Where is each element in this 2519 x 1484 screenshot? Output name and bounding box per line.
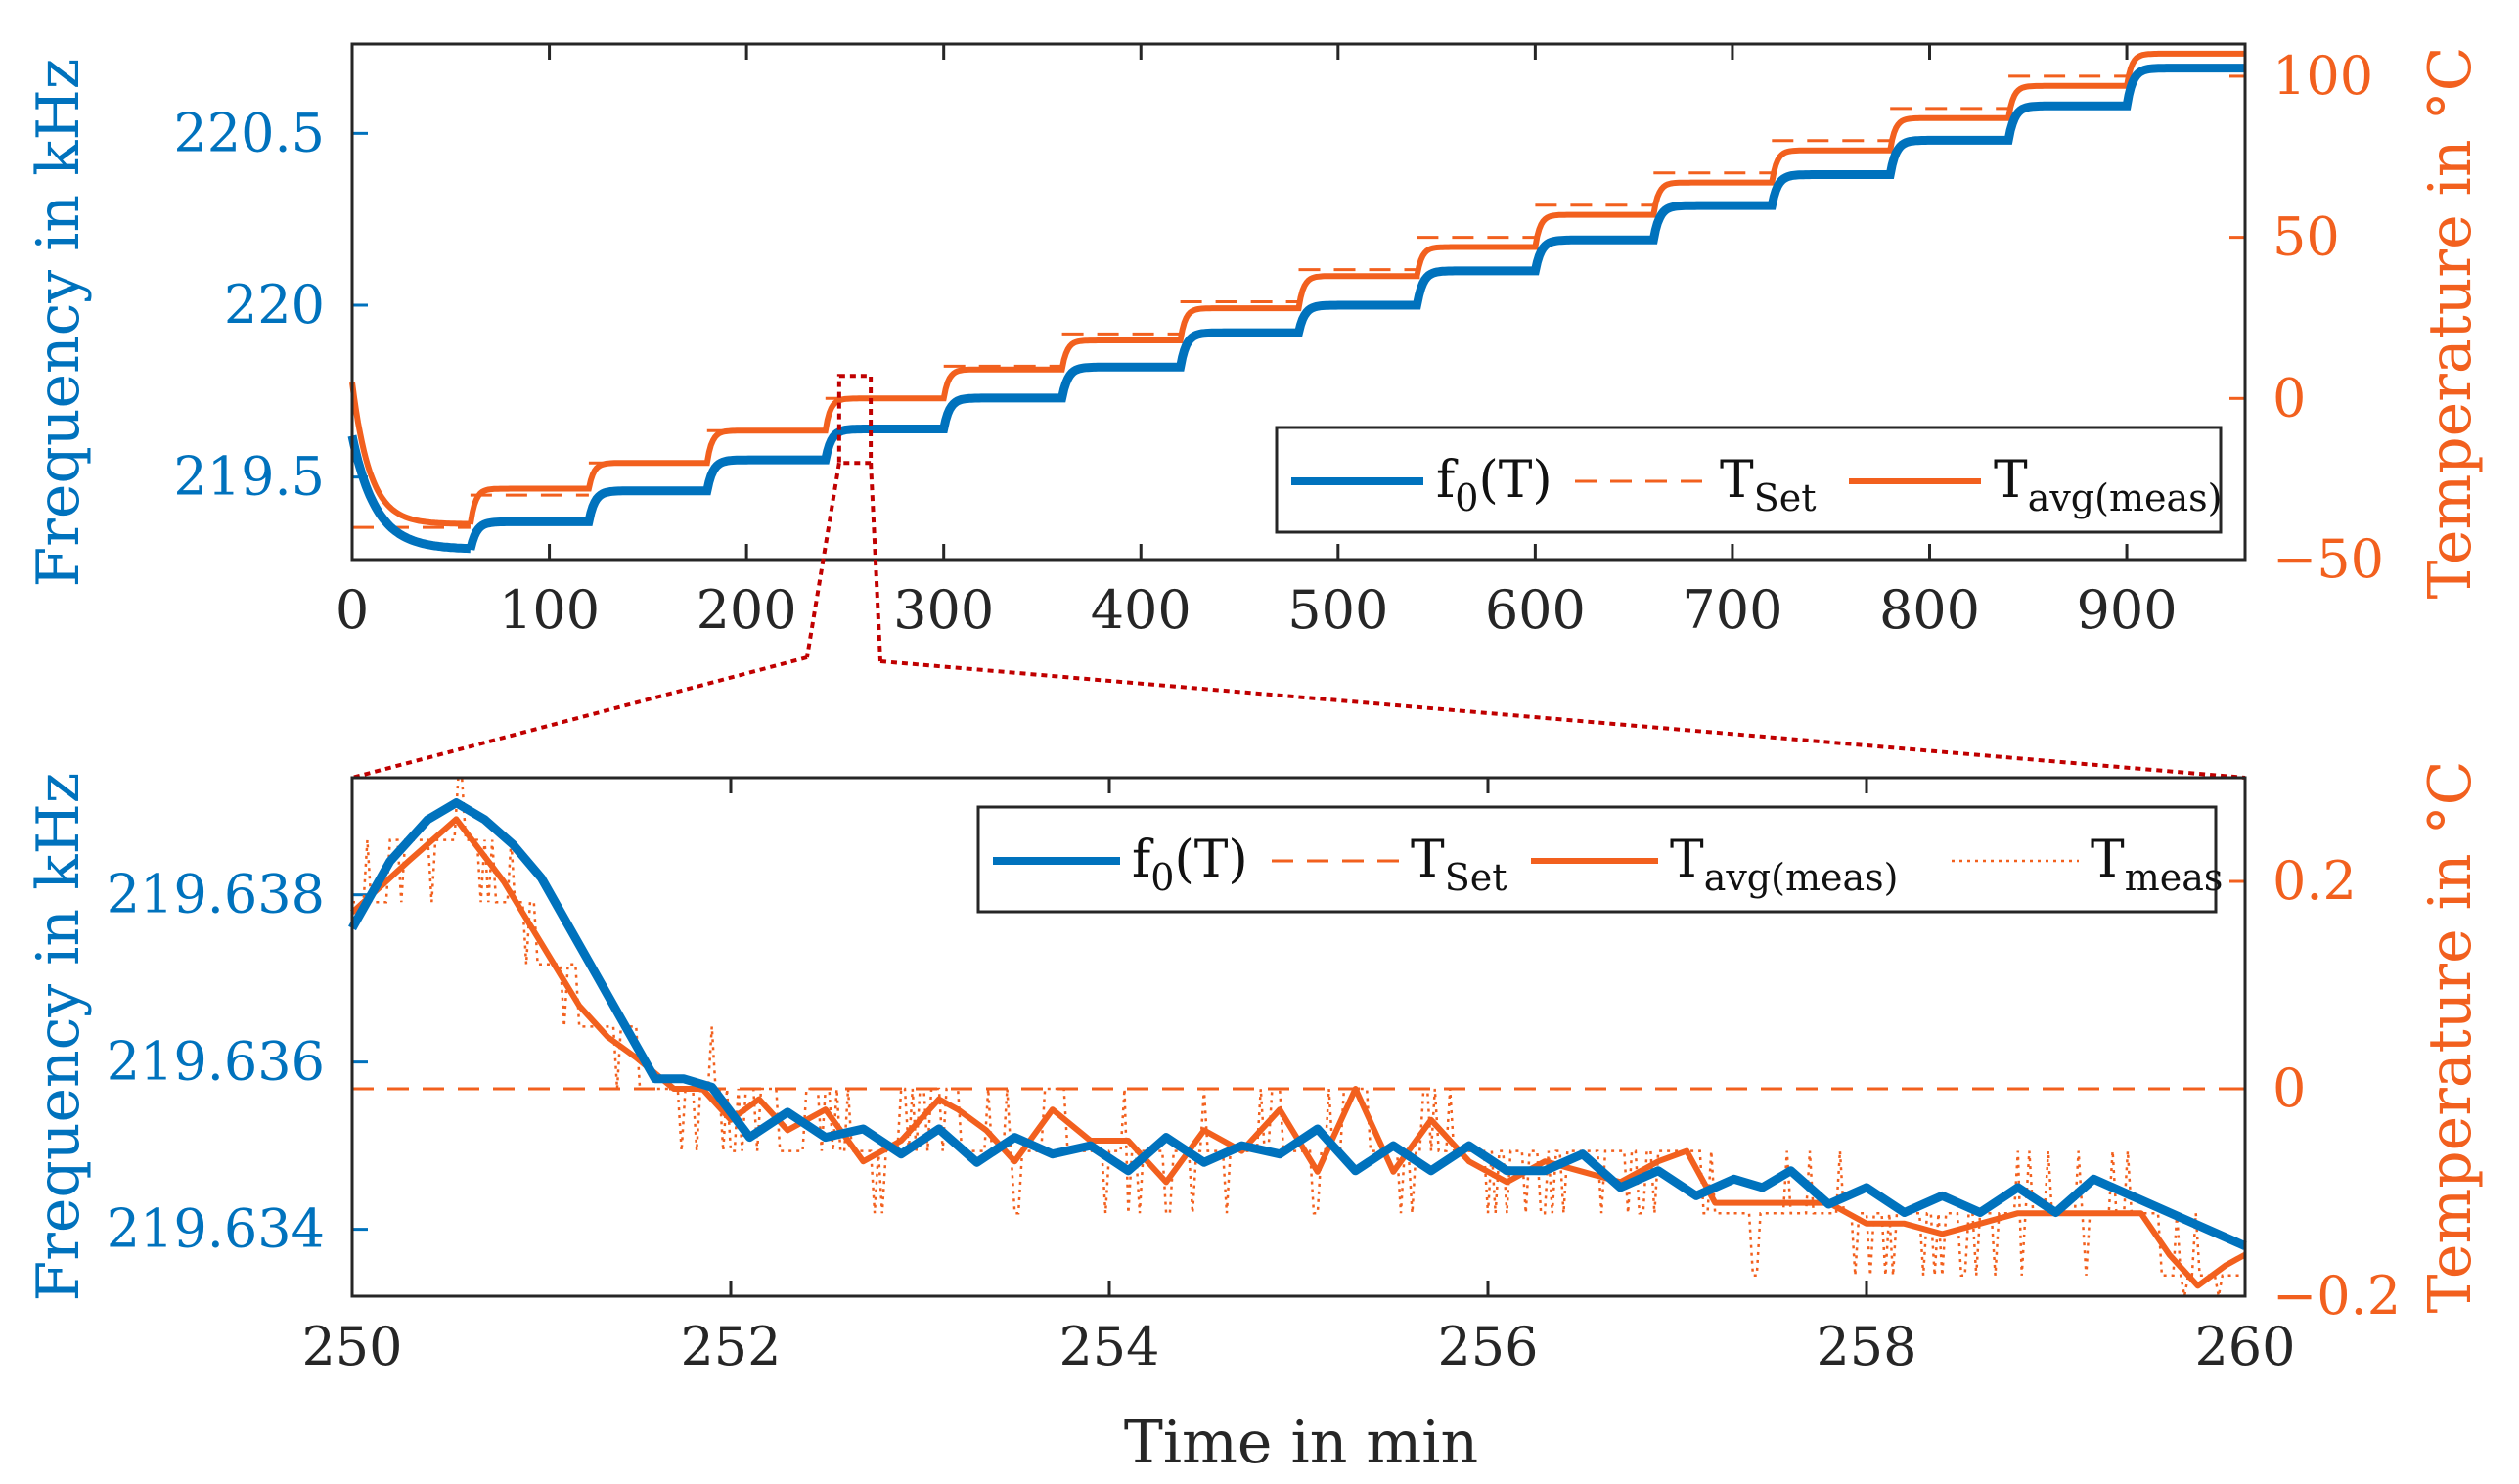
bot-ytick-label: 219.638 (107, 864, 325, 925)
series-tavg-top (349, 50, 2245, 527)
series-tavg-bottom (349, 816, 2247, 1289)
series-tmeas-bottom (352, 776, 2245, 1297)
top-xtick-label: 200 (697, 579, 797, 641)
top-series (347, 42, 2245, 554)
top-legend-f0-label: f0(T) (1436, 451, 1552, 519)
top-legend: f0(T) TSet Tavg(meas) (1275, 426, 2223, 534)
bottom-legend-tmeas-label: Tmeas (2091, 831, 2223, 899)
top-xtick-label: 900 (2077, 579, 2178, 641)
zoom-connector (351, 374, 2246, 780)
top-chart: 0 100 200 300 400 500 600 700 800 900219.5220220.… (24, 42, 2485, 641)
top-xtick-label: 300 (893, 579, 994, 641)
bot-xtick-label: 258 (1816, 1316, 1916, 1377)
top-xtick-label: 400 (1091, 579, 1192, 641)
top-xtick-label: 800 (1879, 579, 1980, 641)
bottom-chart: 250 252 254 256 258 260 219.634 219.636 219.638 −… (24, 761, 2485, 1477)
bot-ytick-right-label: 0.2 (2272, 850, 2357, 912)
top-ytick-right-label: −50 (2272, 528, 2384, 590)
bot-xtick-label: 260 (2194, 1316, 2295, 1377)
bottom-legend-f0-label: f0(T) (1132, 831, 1248, 899)
bottom-legend: f0(T) TSet Tavg(meas) Tmeas (976, 805, 2223, 914)
bot-ytick-right-label: 0 (2272, 1057, 2306, 1119)
zoom-line-left-upper (805, 462, 841, 658)
top-xtick-label: 700 (1682, 579, 1782, 641)
bot-xtick-label: 250 (301, 1316, 402, 1377)
zoom-line-right (879, 659, 2246, 780)
series-f0-bottom (348, 798, 2247, 1250)
top-xtick-label: 0 (336, 579, 369, 641)
zoom-line-right-upper (869, 463, 882, 662)
top-ytick-label: 220.5 (173, 102, 325, 163)
top-ylabel-right: Temperature in °C (2416, 47, 2485, 600)
series-f0-top (347, 64, 2245, 554)
bot-xtick-label: 256 (1437, 1316, 1538, 1377)
bot-ytick-label: 219.634 (107, 1198, 325, 1260)
top-xtick-label: 600 (1485, 579, 1586, 641)
zoom-line-left (351, 655, 808, 780)
bottom-ylabel-left: Frequency in kHz (24, 773, 93, 1302)
top-ytick-right-label: 100 (2272, 45, 2373, 107)
top-xtick-label: 100 (499, 579, 600, 641)
top-ytick-label: 220 (224, 274, 325, 336)
bot-xtick-label: 254 (1058, 1316, 1159, 1377)
bottom-xlabel: Time in min (1124, 1409, 1478, 1477)
top-ytick-label: 219.5 (173, 446, 325, 508)
top-ytick-right-label: 50 (2272, 206, 2340, 268)
bot-ytick-label: 219.636 (107, 1031, 325, 1093)
bottom-ylabel-right: Temperature in °C (2416, 761, 2485, 1314)
bottom-series (348, 776, 2247, 1297)
bottom-legend-tset-label: TSet (1411, 831, 1507, 899)
bottom-ticks: 250 252 254 256 258 260 219.634 219.636 219.638 −… (107, 778, 2401, 1377)
top-ylabel-left: Frequency in kHz (24, 59, 93, 588)
top-legend-tavg-label: Tavg(meas) (1994, 451, 2222, 519)
zoom-box (836, 374, 874, 466)
top-legend-box (1275, 426, 2223, 534)
top-ytick-right-label: 0 (2272, 367, 2306, 428)
top-legend-tset-label: TSet (1720, 451, 1816, 519)
top-plot-frame (350, 42, 2247, 562)
bot-xtick-label: 252 (680, 1316, 781, 1377)
bottom-plot-frame (350, 776, 2247, 1298)
bot-ytick-right-label: −0.2 (2272, 1265, 2401, 1327)
bottom-legend-tavg-label: Tavg(meas) (1670, 831, 1898, 899)
top-xtick-label: 500 (1287, 579, 1388, 641)
top-ticks: 0 100 200 300 400 500 600 700 800 900219.5220220.… (173, 44, 2384, 641)
